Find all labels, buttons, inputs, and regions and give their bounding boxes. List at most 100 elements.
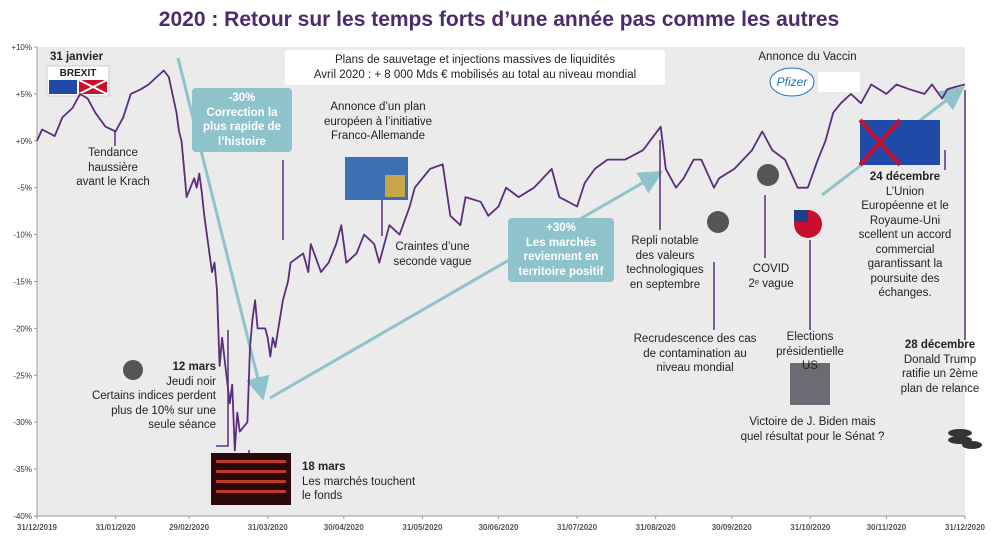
annotation-line: Tendance — [88, 147, 138, 159]
coins — [385, 175, 405, 197]
annotation-line: COVID — [752, 263, 790, 275]
virus-icons — [123, 164, 779, 380]
annotation-heading: 28 décembre — [904, 339, 976, 351]
annotation-line: -30% — [228, 92, 256, 104]
annotation-line: Jeudi noir — [166, 375, 216, 388]
annotation-line: seconde vague — [393, 255, 472, 268]
annotation-line: des valeurs — [635, 249, 695, 262]
pointer — [216, 330, 229, 447]
annotation: Craintes d’une seconde vague — [385, 240, 480, 269]
annotation-line: reviennent en — [523, 251, 599, 263]
annotation: 31 janvier — [50, 50, 103, 65]
annotation-line: plus de 10% sur une — [111, 404, 216, 417]
annotation-line: garantissant la — [867, 258, 943, 270]
annotation-heading: 31 janvier — [50, 51, 104, 63]
annotation-heading: 18 mars — [302, 461, 346, 473]
annotation: +30% Les marchés reviennent en territoire p… — [508, 218, 614, 282]
annotation: 18 mars Les marchés touchent le fonds — [302, 460, 415, 504]
annotation-line: Repli notable — [631, 235, 699, 247]
annotation: 12 mars Jeudi noir Certains indices perden… — [66, 360, 216, 433]
y-tick-label: -5% — [18, 184, 32, 193]
annotation-line: en septembre — [629, 278, 701, 291]
annotation-line: plan de relance — [900, 382, 980, 395]
annotation-line: de contamination au — [643, 347, 747, 360]
y-tick-label: +5% — [16, 90, 32, 99]
annotation: Plans de sauvetage et injections massive… — [285, 50, 665, 85]
uk-cross — [858, 118, 902, 167]
annotation-line: Donald Trump — [903, 353, 977, 366]
annotation-line: Annonce du Vaccin — [758, 51, 857, 63]
annotation: Repli notable des valeurs technologiques en… — [615, 234, 715, 292]
x-tick-label: 29/02/2020 — [169, 523, 210, 532]
x-tick-label: 31/07/2020 — [557, 523, 598, 532]
annotation-line: territoire positif — [518, 265, 604, 278]
x-tick-label: 30/06/2020 — [478, 523, 519, 532]
x-tick-label: 31/05/2020 — [402, 523, 443, 532]
annotation-line: US — [802, 360, 818, 372]
brexit-text: BREXIT — [60, 68, 97, 79]
annotation: COVID 2ᵉ vague — [740, 262, 802, 291]
annotation-line: seule séance — [148, 419, 216, 431]
annotation-line: échanges. — [878, 287, 932, 299]
annotation-line: Correction la — [206, 106, 278, 119]
x-tick-label: 30/04/2020 — [324, 523, 365, 532]
annotation-line: Les marchés — [525, 236, 597, 249]
annotation-line: Recrudescence des cas — [633, 333, 757, 345]
x-tick-label: 31/12/2020 — [945, 523, 986, 532]
x-tick-label: 31/10/2020 — [790, 523, 831, 532]
annotation-line: 2ᵉ vague — [748, 277, 794, 290]
annotation: Elections présidentielle US — [765, 330, 855, 374]
annotation-line: le fonds — [302, 490, 343, 502]
y-tick-label: -20% — [13, 324, 32, 333]
annotation-line: plus rapide de — [203, 121, 281, 133]
annotation-line: L’Union — [885, 185, 925, 198]
annotation: Annonce du Vaccin — [745, 50, 870, 65]
annotation-line: Annonce d’un plan — [330, 101, 426, 113]
annotation-line: Elections — [786, 331, 834, 343]
annotation-line: haussière — [88, 161, 138, 174]
annotation-line: quel résultat pour le Sénat ? — [740, 430, 885, 443]
data-line — [36, 69, 966, 452]
annotation-line: Royaume-Uni — [869, 214, 941, 227]
annotation-line: Certains indices perdent — [91, 390, 216, 402]
x-tick-label: 30/11/2020 — [867, 523, 907, 532]
annotation-line: Plans de sauvetage et injections massive… — [335, 54, 615, 66]
annotation-line: technologiques — [626, 264, 704, 276]
chart-title: 2020 : Retour sur les temps forts d’une … — [158, 8, 840, 31]
us-flag-stars — [794, 210, 808, 222]
annotation: Recrudescence des cas de contamination au… — [625, 332, 765, 376]
annotation-line: l’histoire — [218, 135, 266, 148]
arrow — [269, 171, 664, 400]
y-tick-label: -40% — [13, 512, 32, 521]
coins-icon — [948, 429, 982, 449]
annotation: Tendance haussière avant le Krach — [68, 146, 158, 190]
annotation: -30% Correction la plus rapide de l’histoir… — [192, 88, 292, 152]
annotation-line: niveau mondial — [656, 362, 734, 374]
x-tick-label: 31/08/2020 — [636, 523, 677, 532]
uk-flag-cross — [78, 79, 108, 95]
x-tick-label: 31/01/2020 — [96, 523, 137, 532]
annotation: 28 décembre Donald Trump ratifie un 2ème pl… — [890, 338, 990, 396]
annotation-line: Européenne et le — [861, 200, 949, 212]
annotation-line: poursuite des — [870, 272, 940, 285]
annotation-line: +30% — [546, 222, 576, 234]
plot-area — [37, 47, 965, 516]
annotation: Victoire de J. Biden mais quel résultat p… — [725, 415, 900, 444]
annotation-line: Craintes d’une — [395, 241, 470, 253]
y-tick-label: -25% — [13, 371, 32, 380]
y-tick-label: +10% — [11, 43, 32, 52]
x-tick-label: 30/09/2020 — [712, 523, 753, 532]
annotation-line: européen à l’initiative — [323, 115, 433, 128]
y-tick-label: -30% — [13, 418, 32, 427]
y-tick-label: +0% — [16, 137, 32, 146]
annotation-line: Franco-Allemande — [331, 130, 425, 142]
eu-uk-flag — [860, 120, 940, 165]
annotation: Annonce d’un plan européen à l’initiative… — [310, 100, 446, 144]
annotation: 24 décembre L’Union Européenne et le Royaum… — [845, 170, 965, 301]
pfizer-text: Pfizer — [777, 75, 809, 89]
annotation-line: Victoire de J. Biden mais — [749, 416, 876, 428]
annotation-line: Avril 2020 : + 8 000 Mds € mobilisés au … — [313, 68, 637, 81]
x-tick-label: 31/12/2019 — [17, 523, 58, 532]
annotation-heading: 12 mars — [172, 361, 216, 373]
